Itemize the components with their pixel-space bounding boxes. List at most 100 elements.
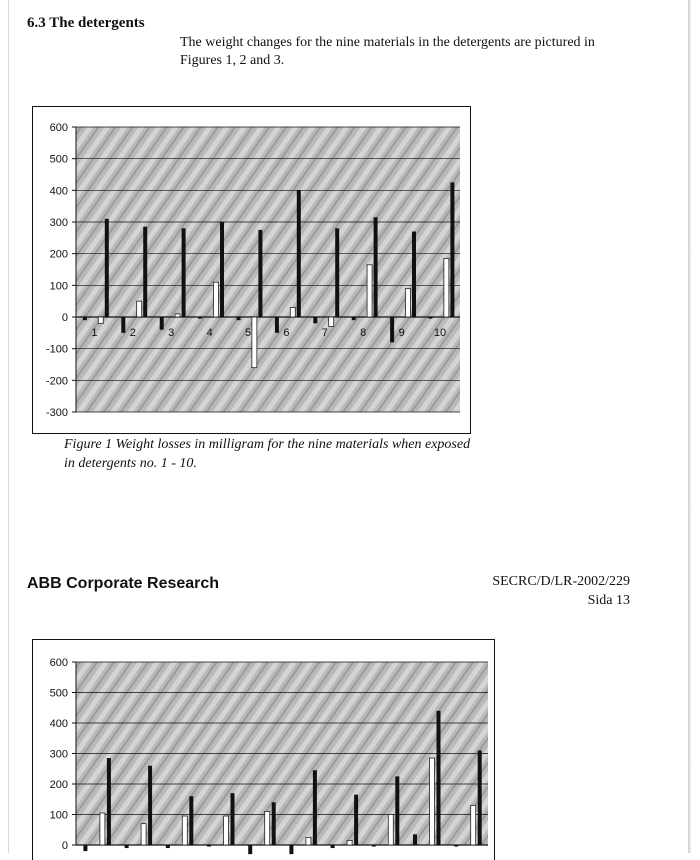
minor-bar <box>454 845 459 847</box>
y-tick-label: -300 <box>46 407 68 419</box>
minor-bar <box>236 317 241 321</box>
y-tick-label: -100 <box>46 344 68 356</box>
tall-bar <box>258 229 263 317</box>
light-bar <box>140 823 147 846</box>
category-label: 3 <box>168 327 174 339</box>
minor-bar <box>351 317 356 321</box>
y-tick-label: 400 <box>50 185 68 197</box>
page-edge <box>8 0 9 853</box>
minor-bar <box>313 317 318 324</box>
light-bar <box>443 258 450 318</box>
light-bar <box>174 313 181 318</box>
category-label: 9 <box>399 327 405 339</box>
tall-bar <box>312 770 317 845</box>
minor-bar <box>371 845 376 847</box>
minor-bar <box>121 317 126 333</box>
y-tick-label: 500 <box>50 688 68 700</box>
tall-bar <box>335 228 340 317</box>
minor-bar <box>274 317 279 333</box>
category-label: 2 <box>130 327 136 339</box>
document-reference: SECRC/D/LR-2002/229 Sida 13 <box>492 572 630 610</box>
light-bar <box>429 757 435 846</box>
category-label: 10 <box>434 327 446 339</box>
y-tick-label: 300 <box>50 749 68 761</box>
minor-bar <box>428 317 433 319</box>
tall-bar <box>436 710 441 845</box>
category-label: 4 <box>207 327 213 339</box>
minor-bar <box>390 317 395 343</box>
y-tick-label: 600 <box>50 122 68 134</box>
section-heading: 6.3 The detergents <box>27 15 145 31</box>
category-label: 8 <box>360 327 366 339</box>
category-label: 7 <box>322 327 328 339</box>
light-bar <box>181 815 188 846</box>
minor-bar <box>289 845 294 855</box>
tall-bar <box>271 802 276 845</box>
light-bar <box>99 812 106 846</box>
page-shadow <box>688 0 691 853</box>
minor-bar <box>124 845 129 849</box>
minor-bar <box>413 834 418 845</box>
figure-1-svg: 600 500 400 300 200 100 0 -100 -200 -300 1 2 3 4 5 6 7 8 9… <box>46 122 460 419</box>
tall-bar <box>106 758 111 845</box>
light-bar <box>470 804 477 846</box>
y-tick-label: 300 <box>50 217 68 229</box>
category-label: 6 <box>283 327 289 339</box>
figure-1-caption: Figure 1 Weight losses in milligram for … <box>64 435 504 473</box>
light-bar <box>328 316 335 327</box>
light-bar <box>97 316 104 324</box>
light-bar <box>264 811 271 846</box>
minor-bar <box>198 317 203 319</box>
page-number: Sida 13 <box>587 593 630 608</box>
tall-bar <box>395 776 400 845</box>
tall-bar <box>189 796 194 845</box>
figure-2-svg: 600 500 400 300 200 100 0 <box>50 657 488 855</box>
plot-area <box>76 127 460 412</box>
intro-paragraph: The weight changes for the nine material… <box>180 35 595 68</box>
caption-line-1: Figure 1 Weight losses in milligram for … <box>64 437 471 452</box>
light-bar <box>289 307 296 318</box>
light-bar <box>213 281 219 318</box>
tall-bar <box>220 222 224 317</box>
figure-1-chart: 600 500 400 300 200 100 0 -100 -200 -300 1 2 3 4 5 6 7 8 9… <box>32 106 471 434</box>
y-tick-label: 400 <box>50 718 68 730</box>
y-tick-label: 100 <box>50 810 68 822</box>
tall-bar <box>450 182 455 317</box>
company-name: ABB Corporate Research <box>27 575 220 592</box>
tall-bar <box>354 794 359 845</box>
light-bar <box>305 836 312 846</box>
light-bar <box>136 300 143 318</box>
light-bar <box>346 840 353 846</box>
tall-bar <box>143 226 148 317</box>
y-tick-label: 0 <box>62 840 68 852</box>
minor-bar <box>165 845 170 849</box>
tall-bar <box>104 218 109 317</box>
minor-bar <box>83 845 88 852</box>
document-id: SECRC/D/LR-2002/229 <box>492 574 630 589</box>
tall-bar <box>412 231 416 317</box>
y-tick-label: 600 <box>50 657 68 669</box>
tall-bar <box>477 750 482 845</box>
tall-bar <box>296 190 301 317</box>
light-bar <box>251 316 258 369</box>
light-bar <box>366 264 373 318</box>
category-label: 1 <box>91 327 97 339</box>
minor-bar <box>330 845 335 849</box>
tall-bar <box>148 765 153 845</box>
figure-2-chart: 600 500 400 300 200 100 0 <box>32 639 495 860</box>
tall-bar <box>373 217 378 317</box>
y-tick-label: 0 <box>62 312 68 324</box>
minor-bar <box>248 845 253 855</box>
minor-bar <box>207 845 212 847</box>
minor-bar <box>159 317 164 330</box>
tall-bar <box>230 793 235 845</box>
light-bar <box>223 815 229 846</box>
caption-line-2: in detergents no. 1 - 10. <box>64 456 197 471</box>
light-bar <box>405 288 411 318</box>
y-tick-label: 500 <box>50 154 68 166</box>
y-tick-label: 100 <box>50 280 68 292</box>
light-bar <box>387 814 394 846</box>
y-tick-label: -200 <box>46 375 68 387</box>
category-label: 5 <box>245 327 251 339</box>
y-tick-label: 200 <box>50 779 68 791</box>
